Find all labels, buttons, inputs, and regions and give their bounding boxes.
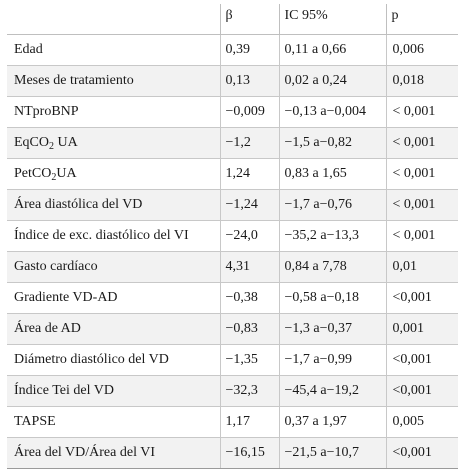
row-p: < 0,001: [385, 220, 458, 252]
row-label: Edad: [7, 34, 220, 66]
table-row: Gradiente VD-AD −0,38 −0,58 a−0,18 <0,001: [7, 282, 458, 314]
row-label-subscript: 2: [51, 172, 57, 183]
row-p: < 0,001: [385, 127, 458, 159]
row-ci: 0,37 a 1,97: [278, 406, 386, 438]
row-beta: −0,009: [219, 96, 279, 128]
row-label: Gradiente VD-AD: [7, 282, 220, 314]
table-row: Meses de tratamiento 0,13 0,02 a 0,24 0,018: [7, 65, 458, 97]
row-ci: −1,3 a−0,37: [278, 313, 386, 345]
row-ci: 0,83 a 1,65: [278, 158, 386, 190]
row-beta: 4,31: [219, 251, 279, 283]
row-p: 0,018: [385, 65, 458, 97]
row-p: 0,005: [385, 406, 458, 438]
row-label: Índice Tei del VD: [7, 375, 220, 407]
row-label: Diámetro diastólico del VD: [7, 344, 220, 376]
row-label-text: Diámetro diastólico del VD: [14, 352, 169, 367]
row-label-text: Gasto cardíaco: [14, 259, 98, 274]
table-row: PetCO2UA 1,24 0,83 a 1,65 < 0,001: [7, 158, 458, 190]
table-row: NTproBNP −0,009 −0,13 a−0,004 < 0,001: [7, 96, 458, 128]
row-beta: 0,39: [219, 34, 279, 66]
row-p: < 0,001: [385, 189, 458, 221]
table-header: β IC 95% p: [7, 4, 458, 35]
row-p: 0,001: [385, 313, 458, 345]
row-label-text: PetCO: [14, 166, 52, 181]
row-beta: −1,24: [219, 189, 279, 221]
table-row: Gasto cardíaco 4,31 0,84 a 7,78 0,01: [7, 251, 458, 283]
row-ci: 0,02 a 0,24: [278, 65, 386, 97]
row-label: Índice de exc. diastólico del VI: [7, 220, 220, 252]
table-row: Edad 0,39 0,11 a 0,66 0,006: [7, 34, 458, 66]
row-label-text: Índice Tei del VD: [14, 383, 114, 398]
row-beta: 1,24: [219, 158, 279, 190]
row-ci: −21,5 a−10,7: [278, 437, 386, 469]
row-label-text: Índice de exc. diastólico del VI: [14, 228, 189, 243]
header-row: β IC 95% p: [7, 4, 458, 35]
row-beta: 1,17: [219, 406, 279, 438]
row-label: Área diastólica del VD: [7, 189, 220, 221]
row-label-text: Edad: [14, 42, 43, 57]
row-ci: −0,13 a−0,004: [278, 96, 386, 128]
header-ci: IC 95%: [278, 4, 386, 35]
row-p: <0,001: [385, 282, 458, 314]
row-ci: −35,2 a−13,3: [278, 220, 386, 252]
table-row: Área diastólica del VD −1,24 −1,7 a−0,76 < …: [7, 189, 458, 221]
row-label-text: NTproBNP: [14, 104, 79, 119]
row-label-text: Área de AD: [14, 321, 81, 336]
row-p: 0,006: [385, 34, 458, 66]
row-label: EqCO2 UA: [7, 127, 220, 159]
row-beta: −32,3: [219, 375, 279, 407]
row-label-text: Área del VD/Área del VI: [14, 445, 155, 460]
row-beta: 0,13: [219, 65, 279, 97]
row-ci: −1,7 a−0,99: [278, 344, 386, 376]
row-label: TAPSE: [7, 406, 220, 438]
row-beta: −0,83: [219, 313, 279, 345]
table-row: TAPSE 1,17 0,37 a 1,97 0,005: [7, 406, 458, 438]
row-p: < 0,001: [385, 96, 458, 128]
row-label: PetCO2UA: [7, 158, 220, 190]
row-ci: −45,4 a−19,2: [278, 375, 386, 407]
row-p: 0,01: [385, 251, 458, 283]
row-ci: −1,5 a−0,82: [278, 127, 386, 159]
row-label-suffix: UA: [54, 135, 78, 150]
row-beta: −16,15: [219, 437, 279, 469]
row-label: Meses de tratamiento: [7, 65, 220, 97]
row-beta: −1,2: [219, 127, 279, 159]
row-label: Área del VD/Área del VI: [7, 437, 220, 469]
table-row: EqCO2 UA −1,2 −1,5 a−0,82 < 0,001: [7, 127, 458, 159]
row-beta: −1,35: [219, 344, 279, 376]
table-body: Edad 0,39 0,11 a 0,66 0,006 Meses de tratami…: [7, 34, 458, 469]
row-label-text: EqCO: [14, 135, 49, 150]
row-label: Área de AD: [7, 313, 220, 345]
row-p: <0,001: [385, 375, 458, 407]
table-row: Área de AD −0,83 −1,3 a−0,37 0,001: [7, 313, 458, 345]
header-p: p: [385, 4, 458, 35]
regression-table: β IC 95% p Edad 0,39 0,11 a 0,66 0,006 Meses…: [7, 4, 458, 469]
row-beta: −24,0: [219, 220, 279, 252]
row-p: <0,001: [385, 344, 458, 376]
row-ci: −1,7 a−0,76: [278, 189, 386, 221]
row-label: NTproBNP: [7, 96, 220, 128]
table-row: Área del VD/Área del VI −16,15 −21,5 a−10,…: [7, 437, 458, 469]
table-row: Índice de exc. diastólico del VI −24,0 −35…: [7, 220, 458, 252]
table-row: Índice Tei del VD −32,3 −45,4 a−19,2 <0,001: [7, 375, 458, 407]
row-ci: 0,84 a 7,78: [278, 251, 386, 283]
row-ci: −0,58 a−0,18: [278, 282, 386, 314]
row-label-text: Gradiente VD-AD: [14, 290, 118, 305]
row-label: Gasto cardíaco: [7, 251, 220, 283]
header-beta: β: [219, 4, 279, 35]
row-label-suffix: UA: [56, 166, 77, 181]
row-label-text: Área diastólica del VD: [14, 197, 143, 212]
row-p: <0,001: [385, 437, 458, 469]
row-p: < 0,001: [385, 158, 458, 190]
row-beta: −0,38: [219, 282, 279, 314]
row-label-text: Meses de tratamiento: [14, 73, 134, 88]
table-row: Diámetro diastólico del VD −1,35 −1,7 a−0,…: [7, 344, 458, 376]
row-label-text: TAPSE: [14, 414, 56, 429]
row-ci: 0,11 a 0,66: [278, 34, 386, 66]
header-variable: [7, 4, 220, 35]
row-label-subscript: 2: [49, 141, 54, 152]
